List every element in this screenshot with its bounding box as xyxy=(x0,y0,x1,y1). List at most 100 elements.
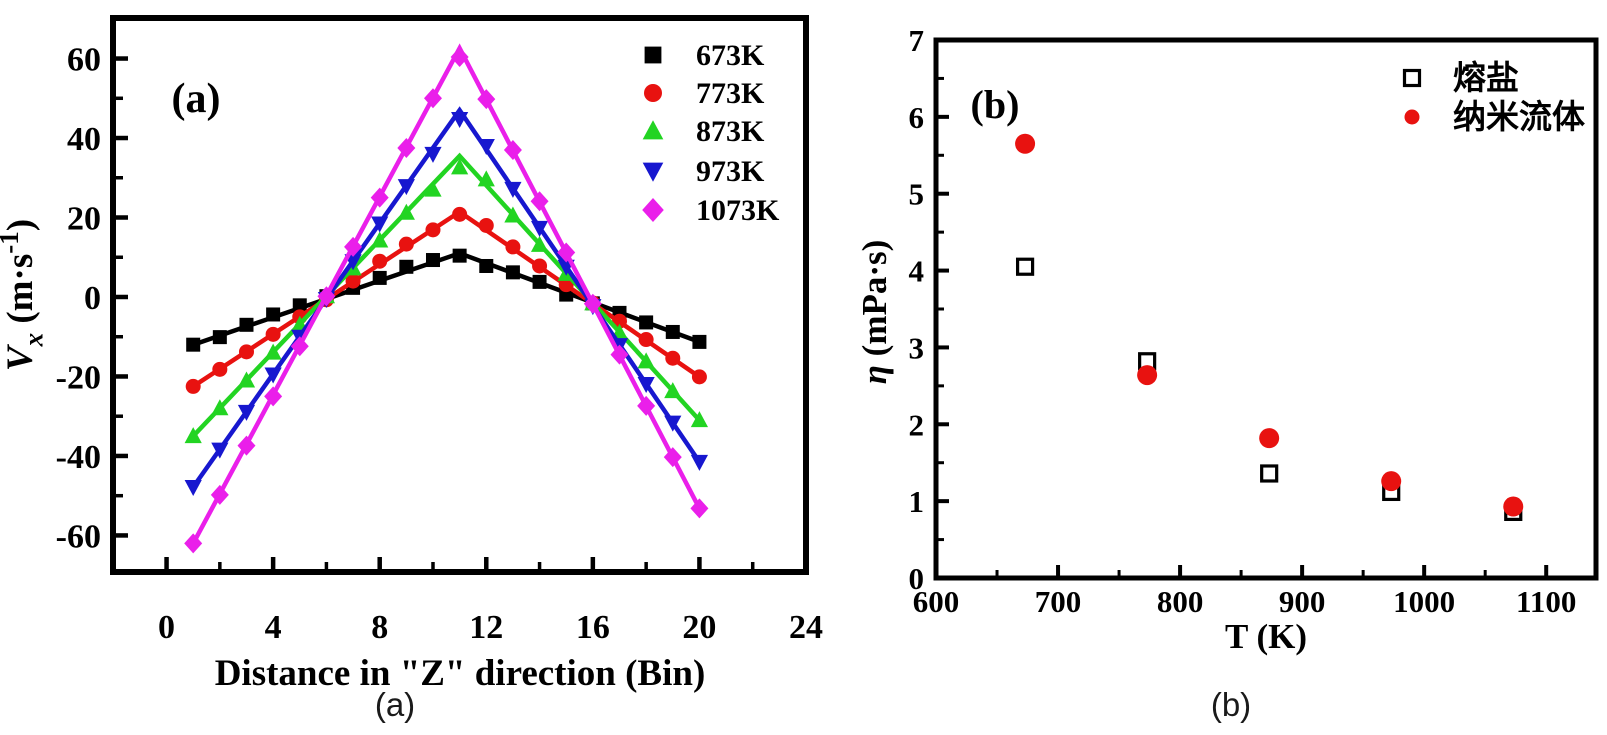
x-tick-label: 8 xyxy=(371,609,388,646)
legend-item-773K: 773K xyxy=(644,77,765,110)
data-point-marker xyxy=(264,343,282,360)
y-tick-label: 4 xyxy=(909,254,925,289)
y-axis: -60 -40 -20 0 20 40 60 xyxy=(56,17,128,555)
data-point-marker xyxy=(477,138,495,155)
plot-b-marker xyxy=(1137,365,1158,386)
data-point-marker xyxy=(372,270,387,285)
data-point-marker xyxy=(397,137,416,158)
data-point-marker xyxy=(423,88,442,109)
data-point-marker xyxy=(397,179,415,196)
series-熔盐 xyxy=(1015,257,1523,522)
data-point-marker xyxy=(691,369,707,385)
y-tick-label: -60 xyxy=(56,518,101,555)
legend-item-973K: 973K xyxy=(642,155,765,188)
data-point-marker xyxy=(638,332,654,348)
data-point-marker xyxy=(238,344,254,360)
x-tick-label: 600 xyxy=(913,584,960,619)
legend-label: 973K xyxy=(696,155,765,188)
y-tick-label: 5 xyxy=(909,177,925,212)
plot-b-marker xyxy=(1260,464,1279,483)
x-axis-title: Distance in "Z" direction (Bin) xyxy=(215,653,706,694)
data-point-marker xyxy=(399,259,414,274)
y-axis-title: Vx (m·s-1) xyxy=(0,219,48,371)
y-tick-label: 7 xyxy=(909,23,925,58)
data-point-marker xyxy=(665,324,680,339)
data-point-marker xyxy=(557,242,576,263)
chart-a: 0 4 8 12 16 20 24 -60 -40 -20 0 20 40 60 Distance in "… xyxy=(0,15,823,694)
data-point-marker xyxy=(477,89,496,110)
data-point-marker xyxy=(637,395,656,416)
data-point-marker xyxy=(212,330,227,345)
legend-item-1073K: 1073K xyxy=(642,194,780,227)
data-point-marker xyxy=(663,447,682,468)
legend-marker xyxy=(644,46,662,64)
data-point-marker xyxy=(505,265,520,280)
series-873K xyxy=(184,152,709,444)
data-point-marker xyxy=(664,415,682,432)
data-point-marker xyxy=(210,484,229,505)
figure-caption-a: (a) xyxy=(374,686,416,723)
data-point-marker xyxy=(637,377,655,394)
data-point-marker xyxy=(292,298,307,313)
data-point-marker xyxy=(690,454,709,471)
data-point-marker xyxy=(530,235,549,252)
data-point-marker xyxy=(479,258,494,273)
data-point-marker xyxy=(186,337,201,352)
legend-item-熔盐: 熔盐 xyxy=(1402,60,1519,97)
data-point-marker xyxy=(504,206,522,223)
y-tick-label: 60 xyxy=(67,42,101,79)
x-axis-title: T (K) xyxy=(1225,617,1307,656)
legend-marker xyxy=(1402,68,1422,88)
x-tick-label: 12 xyxy=(469,609,503,646)
data-point-marker xyxy=(690,498,709,519)
data-point-marker xyxy=(610,344,629,365)
data-point-marker xyxy=(290,336,309,357)
legend-marker xyxy=(642,162,664,182)
legend-label: 673K xyxy=(696,39,765,72)
x-tick-label: 900 xyxy=(1279,584,1326,619)
legend-label: 773K xyxy=(696,77,765,110)
data-point-marker xyxy=(237,371,256,388)
data-point-marker xyxy=(184,533,203,554)
data-point-marker xyxy=(371,216,389,233)
data-point-marker xyxy=(397,203,415,220)
data-point-marker xyxy=(345,273,361,289)
y-tick-label: 0 xyxy=(909,561,925,596)
plot-b-marker xyxy=(1015,257,1035,276)
legend-marker xyxy=(644,84,662,102)
data-point-marker xyxy=(212,361,228,377)
figure-caption-b: (b) xyxy=(1210,686,1252,723)
plot-b-marker xyxy=(1015,133,1036,154)
legend-item-873K: 873K xyxy=(642,115,765,148)
x-tick-label: 4 xyxy=(265,609,282,646)
x-axis: 600 700 800 900 1000 1100 xyxy=(913,565,1576,619)
data-point-marker xyxy=(239,317,254,332)
x-tick-label: 1000 xyxy=(1393,584,1455,619)
data-point-marker xyxy=(398,236,414,252)
data-point-marker xyxy=(266,307,281,322)
data-point-marker xyxy=(478,217,494,233)
data-point-marker xyxy=(530,220,549,237)
y-tick-label: 1 xyxy=(909,484,925,519)
data-point-marker xyxy=(372,253,388,269)
x-tick-label: 20 xyxy=(682,609,716,646)
x-tick-label: 24 xyxy=(789,609,823,646)
data-point-marker xyxy=(425,222,441,238)
x-tick-label: 0 xyxy=(158,609,175,646)
legend-label: 1073K xyxy=(696,194,780,227)
data-point-marker xyxy=(211,399,229,416)
x-tick-label: 800 xyxy=(1157,584,1204,619)
data-point-marker xyxy=(639,315,654,330)
data-point-marker xyxy=(317,286,336,307)
legend-marker xyxy=(642,120,664,140)
data-point-marker xyxy=(451,158,469,175)
data-point-marker xyxy=(184,479,202,496)
y-tick-label: 40 xyxy=(67,121,101,158)
series-673K xyxy=(186,248,707,352)
series-纳米流体 xyxy=(1015,133,1524,517)
data-point-marker xyxy=(424,146,442,163)
data-point-marker xyxy=(451,111,469,128)
y-tick-label: 0 xyxy=(84,280,101,317)
data-point-marker xyxy=(370,187,389,208)
